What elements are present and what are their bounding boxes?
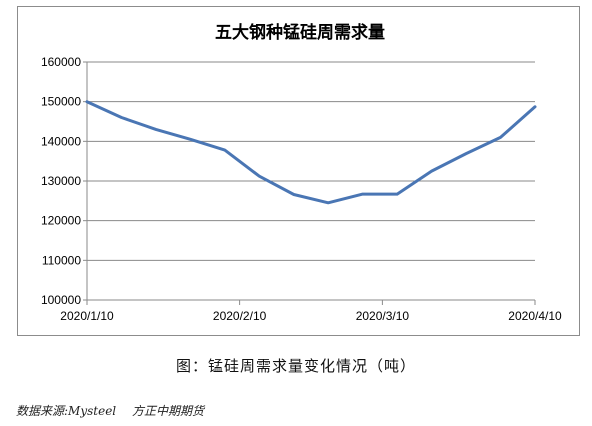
y-tick-label: 120000: [41, 214, 81, 228]
series-line: [85, 100, 537, 205]
chart-title: 五大钢种锰硅周需求量: [215, 22, 385, 43]
source-note: 数据来源:Mysteel 方正中期期货: [16, 402, 216, 419]
y-tick-label: 100000: [41, 293, 81, 307]
chart-frame: 五大钢种锰硅周需求量 100000 110000 120000 130000 14000…: [17, 6, 580, 336]
x-tick-label: 2020/4/10: [508, 309, 562, 323]
x-tick-labels: 2020/1/10 2020/2/10 2020/3/10 2020/4/10: [60, 309, 562, 323]
chart-plot: 五大钢种锰硅周需求量 100000 110000 120000 130000 14000…: [41, 22, 562, 323]
x-tick-label: 2020/2/10: [213, 309, 267, 323]
figure-caption: 图：锰硅周需求量变化情况（吨）: [175, 357, 416, 375]
source-label: 数据来源:Mysteel: [16, 404, 117, 418]
y-tick-label: 140000: [41, 134, 81, 148]
x-tick-label: 2020/1/10: [60, 309, 114, 323]
grid: [87, 61, 535, 261]
y-tick-label: 130000: [41, 174, 81, 188]
series: [85, 100, 537, 205]
y-tick-label: 160000: [41, 55, 81, 69]
source-org: 方正中期期货: [131, 404, 204, 418]
axes: [83, 61, 536, 305]
y-tick-labels: 100000 110000 120000 130000 140000 150000 1600…: [41, 55, 81, 307]
x-tick-label: 2020/3/10: [356, 309, 410, 323]
y-tick-label: 110000: [42, 253, 81, 267]
y-tick-label: 150000: [41, 95, 81, 109]
